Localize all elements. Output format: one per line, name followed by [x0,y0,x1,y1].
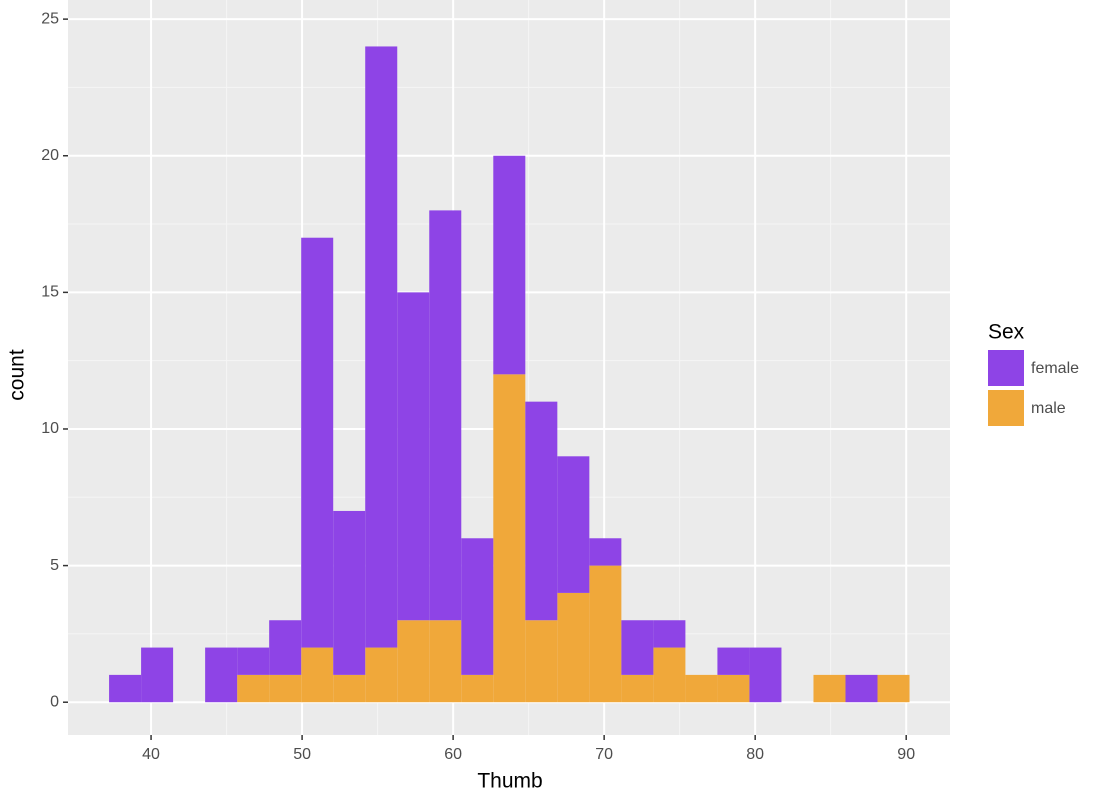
y-tick-label: 15 [41,284,59,301]
x-tick-label: 50 [293,746,311,763]
bar [269,620,302,675]
bar [237,647,270,675]
x-tick-label: 90 [897,746,915,763]
bar [845,674,878,703]
y-tick-label: 20 [41,147,59,164]
bar [429,210,462,621]
legend-key [988,350,1024,386]
bar [717,674,750,703]
bar [653,620,686,648]
bar [333,510,366,675]
y-tick-label: 25 [41,10,59,27]
bar [269,674,302,703]
bar [461,538,494,675]
bar [717,647,750,675]
bar [397,620,430,703]
y-tick-label: 5 [50,557,59,574]
y-tick-label: 10 [41,420,59,437]
bar [461,674,494,703]
bar [301,647,334,703]
bar [557,592,590,703]
bar [525,620,558,703]
bar [653,647,686,703]
x-axis-label: Thumb [477,770,542,793]
bar [621,620,654,675]
bar [301,237,334,648]
x-tick-label: 70 [595,746,613,763]
bar [493,374,526,703]
y-axis-label: count [6,349,29,401]
bar [109,674,142,703]
x-tick-label: 80 [746,746,764,763]
bar [749,647,782,703]
legend-key [988,390,1024,426]
bar [525,401,558,621]
bar [685,674,718,703]
legend-label: male [1031,400,1066,417]
y-tick-label: 0 [50,693,59,710]
bar [621,674,654,703]
bar [557,456,590,593]
bar [141,647,174,703]
legend-title: Sex [988,321,1025,344]
bar [813,674,846,703]
bar [493,155,526,375]
legend-label: female [1031,360,1079,377]
x-tick-label: 40 [142,746,160,763]
bar [333,674,366,703]
bar [205,647,238,703]
bar [365,647,398,703]
bar [589,538,622,566]
bar [429,620,462,703]
x-tick-label: 60 [444,746,462,763]
bar [589,565,622,703]
bar [877,674,910,703]
bar [397,292,430,621]
bar [237,674,270,703]
bar [365,46,398,648]
